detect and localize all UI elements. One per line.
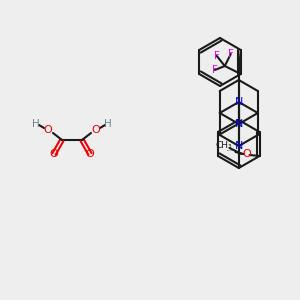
Text: H: H (104, 119, 112, 129)
Text: methoxy: methoxy (226, 149, 233, 151)
Text: N: N (235, 119, 243, 129)
Text: O: O (242, 149, 251, 159)
Text: O: O (92, 125, 100, 135)
Text: O: O (50, 149, 58, 159)
Text: F: F (212, 65, 218, 75)
Text: H: H (32, 119, 40, 129)
Text: N: N (235, 97, 243, 107)
Text: O: O (85, 149, 94, 159)
Text: F: F (228, 49, 234, 59)
Text: N: N (235, 141, 243, 151)
Text: F: F (214, 51, 220, 61)
Text: CH₃: CH₃ (215, 140, 232, 149)
Text: O: O (44, 125, 52, 135)
